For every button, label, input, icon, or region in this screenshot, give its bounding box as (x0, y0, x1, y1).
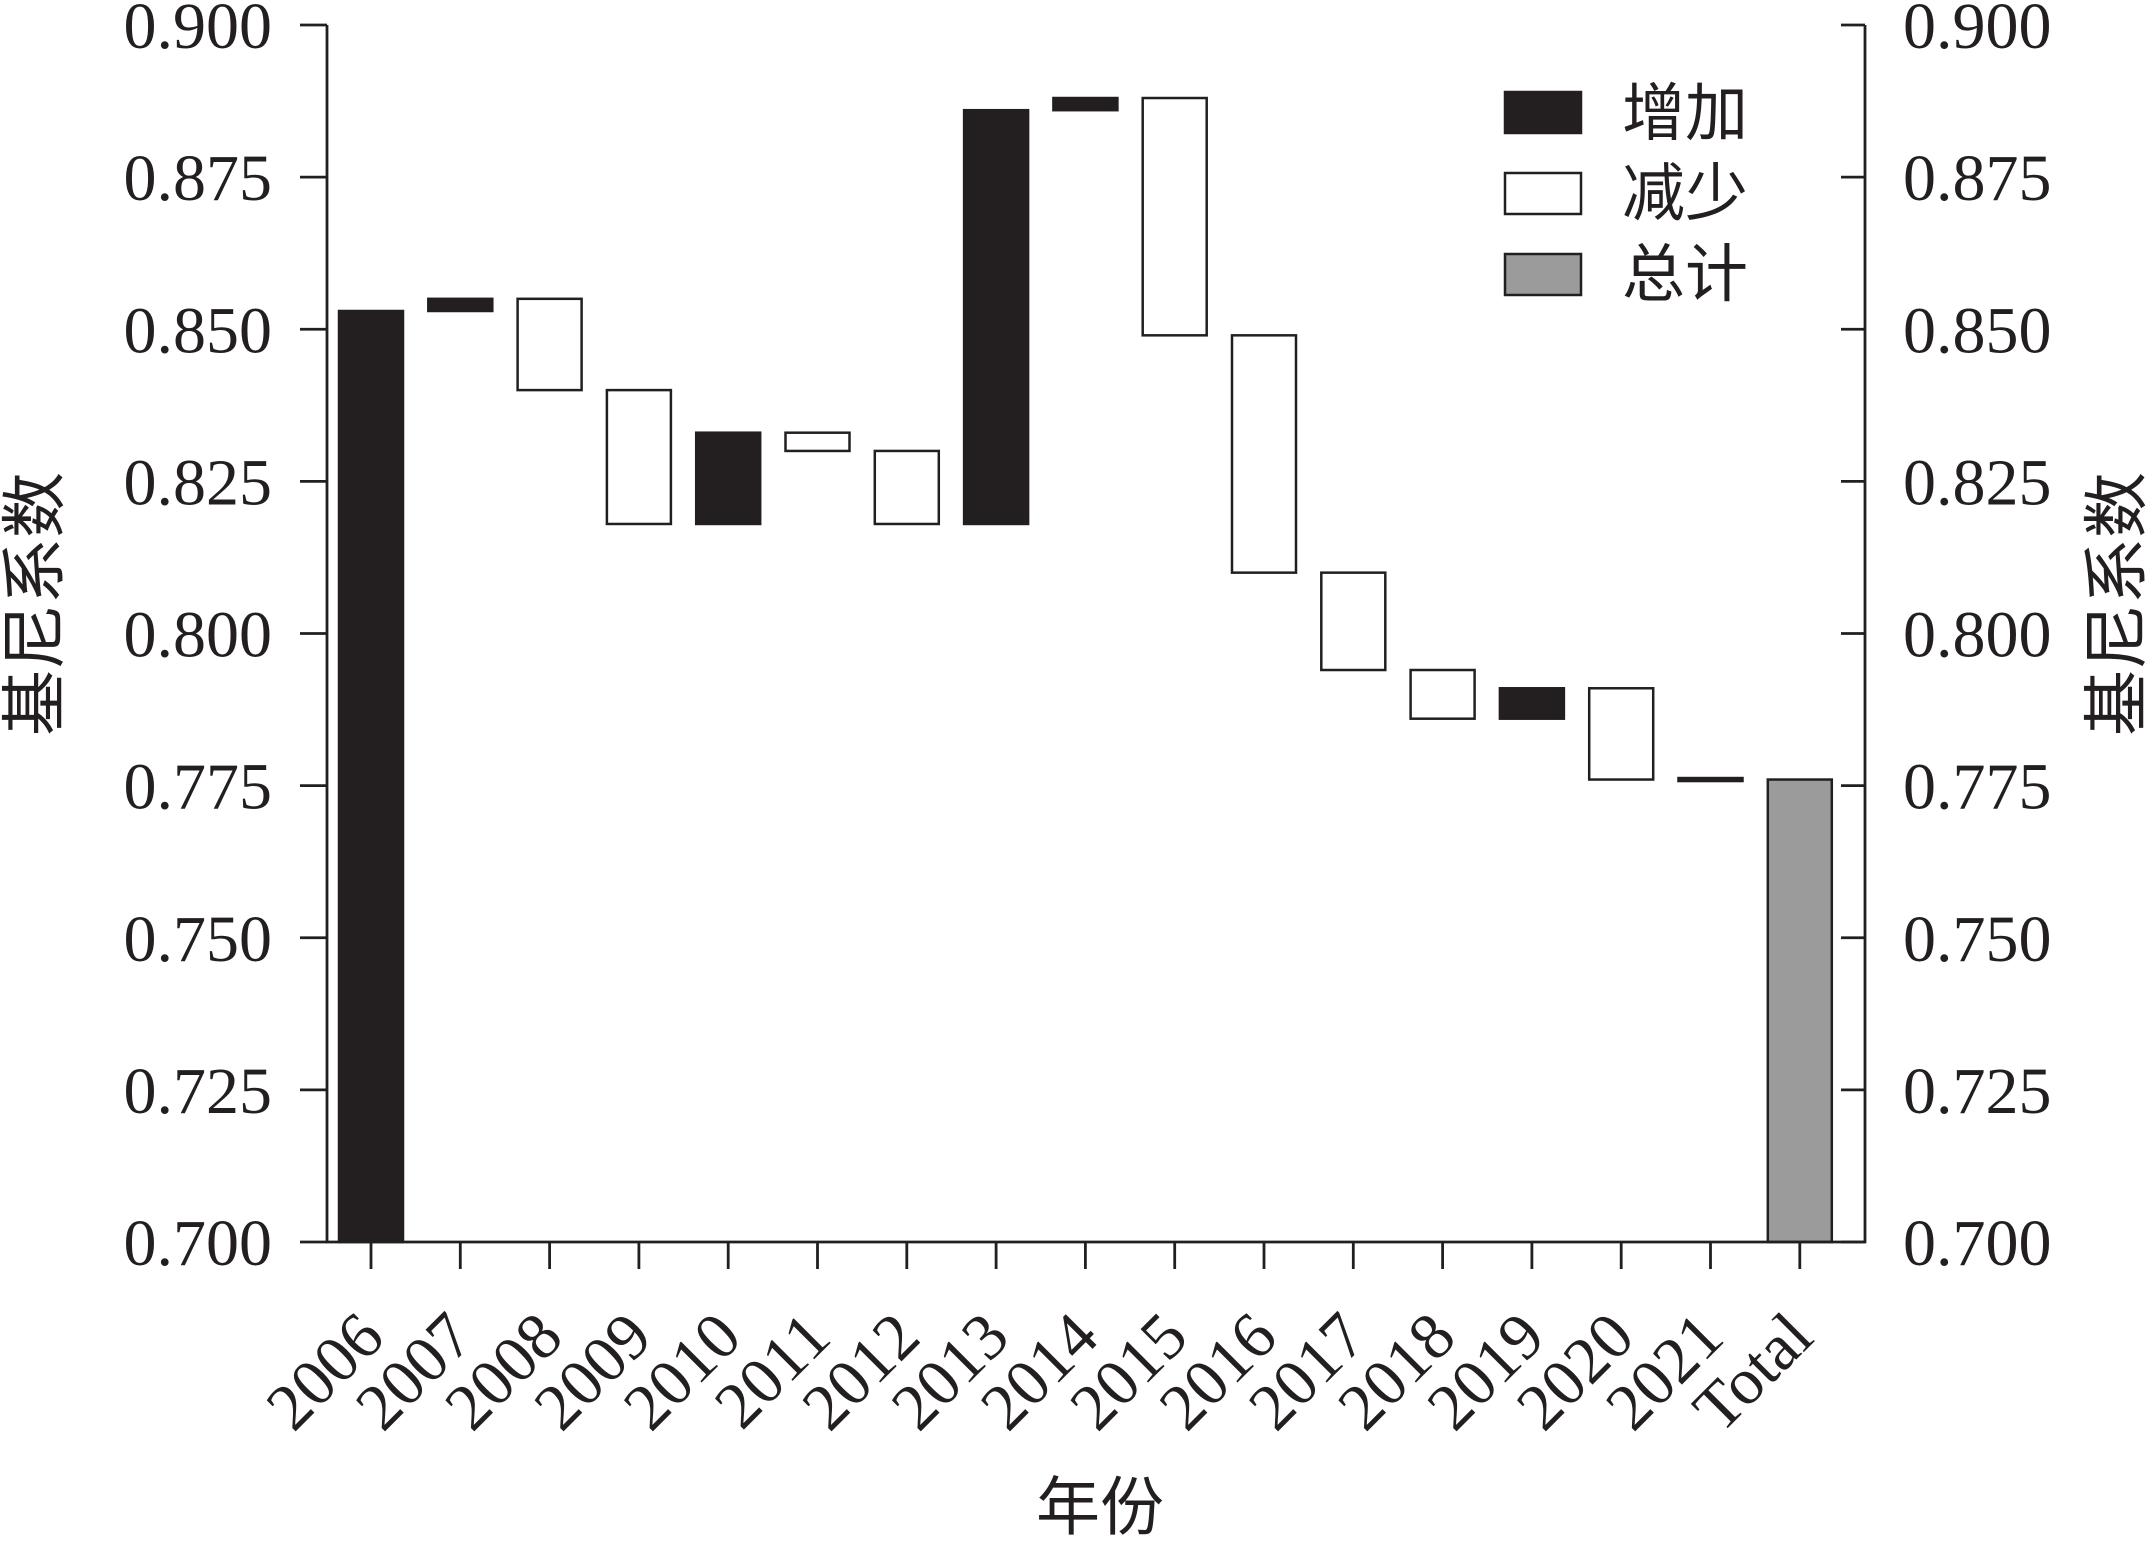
bar-series (337, 96, 1834, 1244)
bar-2009 (605, 388, 673, 526)
y-tick-label-left: 0.700 (124, 1207, 273, 1280)
legend-label-increase: 增加 (1622, 79, 1748, 149)
y-axis-title-right: 基尼系数 (2082, 472, 2155, 736)
bar-2008 (516, 297, 583, 392)
bar-2013 (962, 108, 1030, 526)
legend-label-decrease: 减少 (1622, 159, 1748, 229)
y-tick-label-right: 0.700 (1903, 1207, 2052, 1280)
y-tick-label-right: 0.850 (1903, 294, 2052, 367)
y-tick-label-left: 0.750 (124, 903, 273, 976)
bar-2017 (1320, 571, 1387, 672)
legend-item-decrease: 减少 (1503, 159, 1748, 229)
y-tick-label-right: 0.900 (1903, 0, 2052, 63)
y-tick-label-left: 0.725 (124, 1055, 273, 1128)
bar-2007 (427, 297, 494, 313)
bar-2006 (337, 309, 405, 1244)
y-tick-label-right: 0.875 (1903, 142, 2052, 215)
y-tick-label-right: 0.750 (1903, 903, 2052, 976)
y-tick-label-left: 0.850 (124, 294, 273, 367)
y-ticks-left: 0.700 0.725 0.750 0.775 0.800 0.825 0.850 0.875… (124, 0, 327, 1280)
y-tick-label-left: 0.825 (124, 446, 273, 519)
bar-2019 (1498, 687, 1566, 720)
y-tick-label-right: 0.825 (1903, 446, 2052, 519)
bar-2021 (1677, 776, 1744, 783)
bar-2014 (1052, 96, 1119, 112)
y-tick-label-right: 0.725 (1903, 1055, 2052, 1128)
legend-swatch-increase (1503, 90, 1583, 135)
y-tick-label-right: 0.775 (1903, 751, 2052, 824)
y-tick-label-left: 0.800 (124, 599, 273, 672)
legend-swatch-decrease (1503, 171, 1583, 216)
y-ticks-right: 0.700 0.725 0.750 0.775 0.800 0.825 0.850 0.875… (1841, 0, 2052, 1280)
bar-2016 (1230, 334, 1298, 574)
x-ticks: 2006200720082009201020112012201320142015… (253, 1242, 1826, 1446)
legend-label-total: 总计 (1622, 240, 1748, 310)
bar-2020 (1587, 687, 1655, 781)
bar-2011 (784, 431, 851, 453)
y-tick-label-left: 0.775 (124, 751, 273, 824)
x-axis-title: 年份 (1036, 1473, 1164, 1544)
bar-2015 (1141, 96, 1208, 337)
bar-2018 (1409, 668, 1476, 720)
bar-2010 (694, 431, 762, 526)
y-tick-label-left: 0.875 (124, 142, 273, 215)
legend: 增加 减少 总计 (1503, 79, 1748, 310)
y-tick-label-left: 0.900 (124, 0, 273, 63)
y-tick-label-right: 0.800 (1903, 599, 2052, 672)
bar-total (1766, 778, 1834, 1244)
y-axis-title-left: 基尼系数 (0, 472, 73, 736)
legend-swatch-total (1503, 252, 1583, 297)
legend-item-increase: 增加 (1503, 79, 1748, 149)
legend-item-total: 总计 (1503, 240, 1748, 310)
bar-2012 (873, 449, 941, 526)
